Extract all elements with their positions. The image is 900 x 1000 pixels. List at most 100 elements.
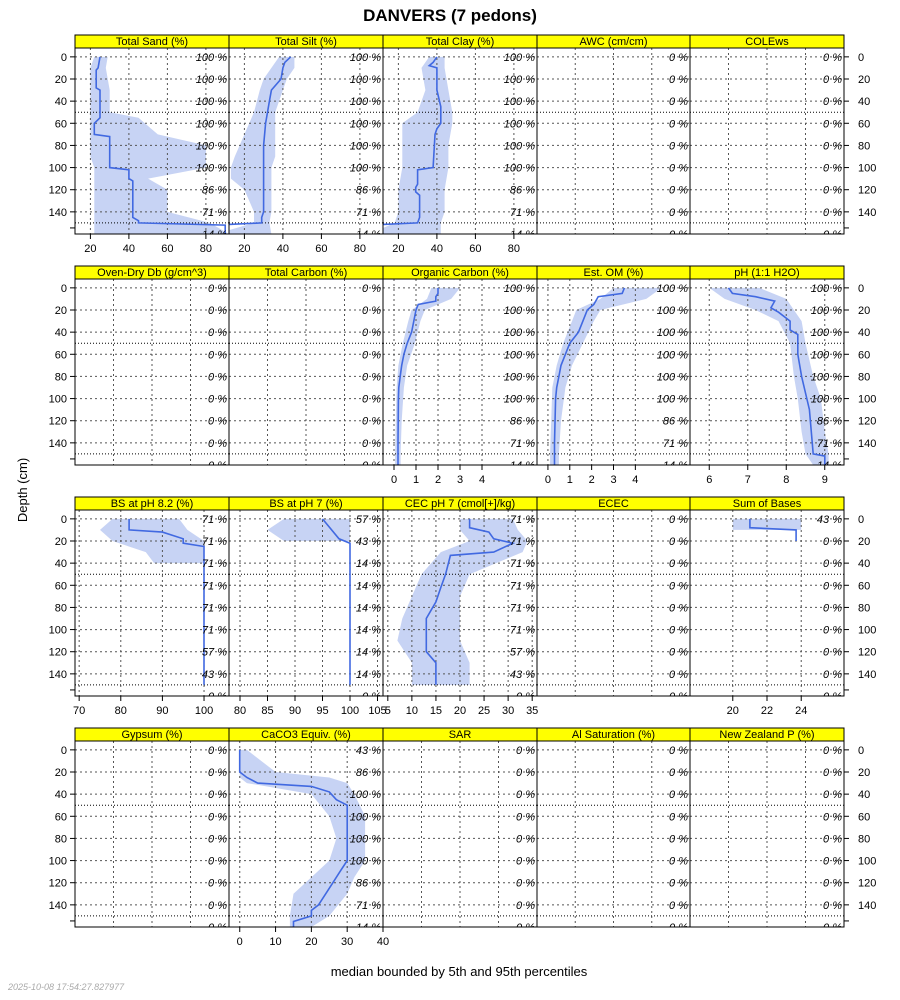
panel-caco3-equiv: CaCO3 Equiv. (%) 43 % 86 % 100 % 100 % 100 % 1…: [228, 727, 389, 948]
pct-label-bs-at-ph-7-5: 14 %: [356, 625, 381, 637]
x-tick-label-est-om-4: 4: [632, 474, 638, 486]
pct-label-est-om-1: 100 %: [657, 305, 688, 317]
pct-label-al-saturation-3: 0 %: [669, 811, 688, 823]
pct-label-sum-of-bases-7: 0 %: [823, 669, 842, 681]
pct-label-total-silt-0: 100 %: [350, 52, 381, 64]
pct-label-oven-dry-db-g-cm-3-8: 0 %: [208, 460, 227, 472]
pct-label-total-clay-3: 100 %: [504, 118, 535, 130]
pct-label-total-clay-7: 71 %: [510, 207, 535, 219]
pct-label-cec-ph-7-cmol-kg-5: 71 %: [510, 625, 535, 637]
strip-label-total-silt: Total Silt (%): [275, 36, 337, 48]
plot-area-total-silt: 100 % 100 % 100 % 100 % 100 % 100 % 86 % 71 % 14…: [229, 48, 383, 234]
pct-label-ecec-1: 0 %: [669, 536, 688, 548]
percentile-band-est-om: [550, 287, 662, 465]
y-tick-label-right-0-1: 20: [858, 74, 870, 86]
pct-label-ecec-7: 0 %: [669, 669, 688, 681]
panel-ph-1-1-h2o: pH (1:1 H2O)100 %100 %100 %100 %100 %100…: [689, 265, 845, 486]
y-tick-label-left-2-0: 0: [61, 514, 67, 526]
median-line-total-clay: [383, 56, 442, 226]
pct-label-total-sand-0: 100 %: [196, 52, 227, 64]
panel-ecec: ECEC 0 % 0 % 0 % 0 % 0 % 0 % 0 % 0 % 0 %: [536, 496, 691, 697]
pct-label-al-saturation-0: 0 %: [669, 745, 688, 757]
pct-label-ecec-3: 0 %: [669, 580, 688, 592]
y-tick-label-left-1-4: 80: [55, 371, 67, 383]
x-tick-label-total-silt-1: 40: [277, 243, 289, 255]
panel-total-silt: Total Silt (%)100 %100 %100 %100 %100 %1…: [228, 34, 384, 255]
y-tick-label-right-1-5: 100: [858, 394, 876, 406]
x-tick-label-organic-carbon-0: 0: [391, 474, 397, 486]
pct-label-sum-of-bases-4: 0 %: [823, 602, 842, 614]
pct-label-al-saturation-7: 0 %: [669, 900, 688, 912]
pct-label-oven-dry-db-g-cm-3-0: 0 %: [208, 283, 227, 295]
pct-label-caco3-equiv-3: 100 %: [350, 811, 381, 823]
pct-label-organic-carbon-6: 86 %: [510, 416, 535, 428]
pct-label-organic-carbon-8: 14 %: [510, 460, 535, 472]
x-tick-label-sum-of-bases-0: 20: [727, 705, 739, 717]
percentile-band-ph-1-1-h2o: [709, 287, 829, 465]
pct-label-bs-at-ph-8-2-4: 71 %: [202, 602, 227, 614]
pct-label-gypsum-2: 0 %: [208, 789, 227, 801]
pct-label-total-sand-8: 14 %: [202, 229, 227, 241]
x-tick-label-est-om-3: 3: [610, 474, 616, 486]
pct-label-caco3-equiv-8: 14 %: [356, 922, 381, 934]
y-tick-label-left-0-0: 0: [61, 52, 67, 64]
strip-label-gypsum: Gypsum (%): [121, 729, 182, 741]
pct-label-new-zealand-p-4: 0 %: [823, 833, 842, 845]
median-line-total-silt: [229, 56, 292, 226]
pct-label-total-silt-2: 100 %: [350, 96, 381, 108]
x-tick-label-est-om-2: 2: [589, 474, 595, 486]
y-tick-label-left-3-6: 120: [49, 878, 67, 890]
median-line-organic-carbon: [397, 287, 439, 465]
x-tick-label-total-clay-0: 20: [392, 243, 404, 255]
x-tick-label-total-sand-2: 60: [161, 243, 173, 255]
x-tick-label-bs-at-ph-8-2-1: 80: [115, 705, 127, 717]
pct-label-cec-ph-7-cmol-kg-0: 71 %: [510, 514, 535, 526]
plot-area-new-zealand-p: 0 % 0 % 0 % 0 % 0 % 0 % 0 % 0 % 0 %: [690, 741, 844, 927]
panel-total-carbon: Total Carbon (%)0 %0 %0 %0 %0 %0 %0 %0 %…: [228, 265, 384, 466]
x-tick-label-organic-carbon-4: 4: [479, 474, 485, 486]
pct-label-awc-cm-cm-7: 0 %: [669, 207, 688, 219]
pct-label-new-zealand-p-3: 0 %: [823, 811, 842, 823]
pct-label-ph-1-1-h2o-6: 86 %: [817, 416, 842, 428]
pct-label-est-om-6: 86 %: [663, 416, 688, 428]
pct-label-al-saturation-1: 0 %: [669, 767, 688, 779]
pct-label-ph-1-1-h2o-4: 100 %: [811, 371, 842, 383]
x-tick-label-ph-1-1-h2o-3: 9: [822, 474, 828, 486]
strip-label-awc-cm-cm: AWC (cm/cm): [579, 36, 647, 48]
x-tick-label-caco3-equiv-4: 40: [377, 936, 389, 948]
pct-label-total-sand-1: 100 %: [196, 74, 227, 86]
strip-label-sum-of-bases: Sum of Bases: [733, 498, 802, 510]
y-tick-label-right-3-7: 140: [858, 900, 876, 912]
pct-label-colews-5: 0 %: [823, 163, 842, 175]
pct-label-sum-of-bases-2: 0 %: [823, 558, 842, 570]
y-tick-label-right-0-4: 80: [858, 140, 870, 152]
strip-label-est-om: Est. OM (%): [584, 267, 644, 279]
y-tick-label-left-0-4: 80: [55, 140, 67, 152]
pct-label-est-om-8: 14 %: [663, 460, 688, 472]
percentile-band-bs-at-ph-7: [267, 518, 350, 541]
pct-label-ph-1-1-h2o-0: 100 %: [811, 283, 842, 295]
pct-label-ecec-4: 0 %: [669, 602, 688, 614]
plot-area-al-saturation: 0 % 0 % 0 % 0 % 0 % 0 % 0 % 0 % 0 %: [537, 741, 690, 927]
x-tick-label-total-clay-3: 80: [508, 243, 520, 255]
y-tick-label-left-1-0: 0: [61, 283, 67, 295]
x-tick-label-organic-carbon-3: 3: [457, 474, 463, 486]
y-tick-label-right-2-6: 120: [858, 647, 876, 659]
x-tick-label-bs-at-ph-7-2: 90: [289, 705, 301, 717]
pct-label-bs-at-ph-7-4: 14 %: [356, 602, 381, 614]
y-tick-label-left-2-5: 100: [49, 625, 67, 637]
x-tick-label-caco3-equiv-3: 30: [341, 936, 353, 948]
pct-label-total-sand-4: 100 %: [196, 140, 227, 152]
pct-label-al-saturation-6: 0 %: [669, 878, 688, 890]
pct-label-total-clay-5: 100 %: [504, 163, 535, 175]
pct-label-gypsum-1: 0 %: [208, 767, 227, 779]
pct-label-est-om-3: 100 %: [657, 349, 688, 361]
panel-al-saturation: Al Saturation (%)0 %0 %0 %0 %0 %0 %0 %0 …: [536, 727, 691, 928]
y-tick-label-left-3-3: 60: [55, 811, 67, 823]
y-tick-label-left-0-5: 100: [49, 163, 67, 175]
y-tick-label-right-2-7: 140: [858, 669, 876, 681]
panel-bs-at-ph-7: BS at pH 7 (%) 57 % 43 % 14 % 14 % 14 % 14 % 14…: [228, 496, 387, 717]
pct-label-colews-1: 0 %: [823, 74, 842, 86]
strip-label-cec-ph-7-cmol-kg: CEC pH 7 (cmol[+]/kg): [405, 498, 515, 510]
plot-area-awc-cm-cm: 0 % 0 % 0 % 0 % 0 % 0 % 0 % 0 % 0 %: [537, 48, 690, 234]
